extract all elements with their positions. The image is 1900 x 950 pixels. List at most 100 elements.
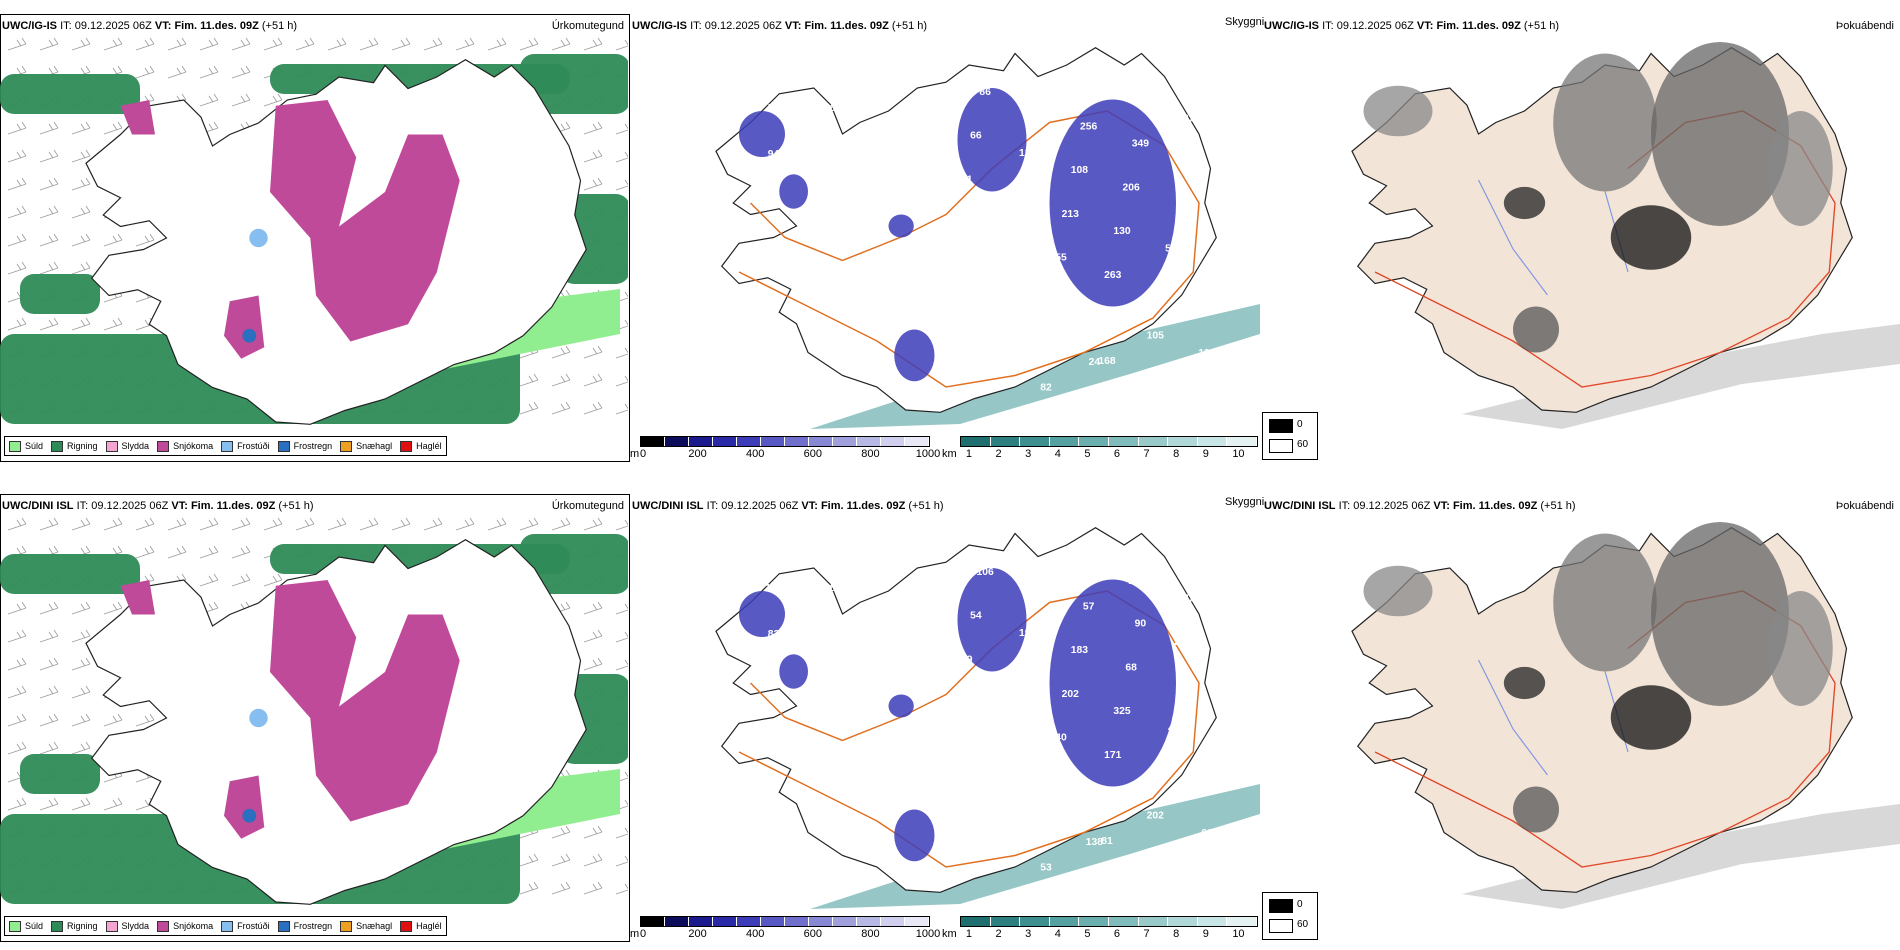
fog-legend-dark-swatch: [1269, 419, 1293, 433]
elevation-unit: m: [630, 928, 640, 940]
cloud-base-value: 74: [964, 697, 976, 708]
wind-barb: [71, 685, 91, 699]
cloud-base-value: 106: [976, 567, 994, 578]
snow-area: [270, 100, 460, 342]
wind-barb: [615, 123, 628, 135]
cloud-base-value: 41: [809, 629, 821, 640]
wind-barb: [135, 545, 155, 559]
cloud-base-value: 171: [1104, 750, 1122, 761]
cloud-base-value: 87: [1183, 113, 1195, 124]
wind-barb: [7, 629, 27, 643]
wind-barb: [583, 825, 603, 839]
colorbar-tick: 7: [1143, 448, 1150, 460]
cloud-base-value: 53: [946, 304, 958, 315]
cloud-base-value: 54: [830, 629, 842, 640]
legend-swatch: [277, 920, 290, 932]
legend-item: Snjókoma: [157, 440, 214, 452]
legend-swatch: [157, 920, 170, 932]
cloud-base-value: 43: [1098, 793, 1110, 804]
panel-header: UWC/DINI ISL IT: 09.12.2025 06Z VT: Fim.…: [632, 500, 944, 512]
valid-time: Fim. 11.des. 09Z: [1436, 20, 1521, 32]
wind-barb: [71, 149, 91, 163]
model-name: UWC/IG-IS: [2, 20, 57, 32]
colorbar-swatch: [905, 917, 929, 926]
cloud-base-value: 79: [1186, 636, 1198, 647]
cloud-base-value: 66: [830, 103, 842, 114]
wind-barb: [71, 741, 91, 755]
colorbar-swatch: [1079, 917, 1109, 926]
colorbar-tick: 4: [1054, 448, 1061, 460]
cloud-base-value: 12: [998, 322, 1010, 333]
panel-header: UWC/IG-IS IT: 09.12.2025 06Z VT: Fim. 11…: [1264, 20, 1560, 32]
lead-time: (+51 h): [1523, 20, 1560, 32]
visibility-unit: km: [942, 928, 957, 940]
wind-barb: [71, 261, 91, 275]
legend-item: Frostúði: [221, 440, 270, 452]
legend-label: Frostregn: [293, 441, 333, 451]
wind-barb: [103, 233, 123, 247]
colorbar-swatch: [761, 437, 785, 446]
cloud-base-value: 76: [998, 802, 1010, 813]
precip-type-panel: UWC/IG-IS IT: 09.12.2025 06Z VT: Fim. 11…: [0, 0, 630, 470]
legend-item: Snæhagl: [340, 440, 392, 452]
panel-header: UWC/DINI ISL IT: 09.12.2025 06Z VT: Fim.…: [2, 500, 314, 512]
cloud-base-value: 37: [1140, 854, 1152, 865]
cloud-base-value: 193: [1019, 628, 1037, 639]
cloud-base-value: 87: [830, 583, 842, 594]
snow-area: [224, 295, 265, 359]
precip-type-map: [0, 37, 628, 425]
legend-label: Frostúði: [237, 441, 270, 451]
wind-barb: [263, 517, 283, 531]
cloud-base-value: 18: [1159, 767, 1171, 778]
colorbar-tick: 4: [1054, 928, 1061, 940]
cloud-base-value: 173: [943, 784, 961, 795]
cloud-base-value: 179: [986, 845, 1004, 856]
cloud-base-value: 85: [809, 583, 821, 594]
panel-header: UWC/IG-IS IT: 09.12.2025 06Z VT: Fim. 11…: [2, 20, 298, 32]
cloud-base-value: 156: [848, 149, 866, 160]
cloud-base-value: 90: [1135, 619, 1147, 630]
wind-barb: [487, 37, 507, 51]
wind-barb: [71, 629, 91, 643]
wind-barb: [7, 37, 27, 51]
valid-time: Fim. 11.des. 09Z: [820, 500, 906, 512]
cloud-base-value: 193: [1198, 348, 1216, 359]
cloud-patch: [739, 111, 785, 157]
wind-barb: [39, 177, 59, 191]
colorbar-swatch: [961, 917, 991, 926]
cloud-patch: [779, 654, 808, 689]
model-name: UWC/IG-IS: [1264, 20, 1319, 32]
legend-item: Slydda: [105, 440, 149, 452]
panel-header: UWC/DINI ISL IT: 09.12.2025 06Z VT: Fim.…: [1264, 500, 1576, 512]
legend-label: Snjókoma: [173, 921, 214, 931]
valid-time: Fim. 11.des. 09Z: [174, 20, 259, 32]
colorbar-swatch: [689, 917, 713, 926]
cloud-base-value: 106: [1128, 576, 1146, 587]
colorbar-swatch: [1079, 437, 1109, 446]
colorbar-tick: 1: [965, 448, 973, 460]
cloud-base-value: 55: [1055, 253, 1067, 264]
legend-label: Frostúði: [237, 921, 270, 931]
fog-patch: [1610, 685, 1692, 750]
cloud-base-value: 98: [1177, 200, 1189, 211]
colorbar-swatch: [905, 437, 929, 446]
wind-barb: [7, 121, 27, 135]
wind-barb: [103, 37, 123, 51]
cloud-base-value: 49: [961, 654, 973, 665]
cloud-base-value: 75: [809, 149, 821, 160]
legend-swatch: [51, 440, 64, 452]
cloud-base-value: 53: [1040, 862, 1052, 873]
wind-barb: [615, 179, 628, 191]
cloud-base-value: 106: [986, 365, 1004, 376]
cloud-base-value: 42: [1140, 374, 1152, 385]
lead-time: (+51 h): [908, 500, 944, 512]
cloud-base-value: 82: [788, 583, 800, 594]
colorbar-swatch: [961, 437, 991, 446]
legend-label: Súld: [25, 921, 44, 931]
wind-barb: [327, 37, 347, 51]
colorbar-swatch: [737, 437, 761, 446]
wind-barb: [39, 741, 59, 755]
fog-patch: [1363, 565, 1433, 617]
legend-label: Snjókoma: [173, 441, 214, 451]
wind-barb: [135, 65, 155, 79]
